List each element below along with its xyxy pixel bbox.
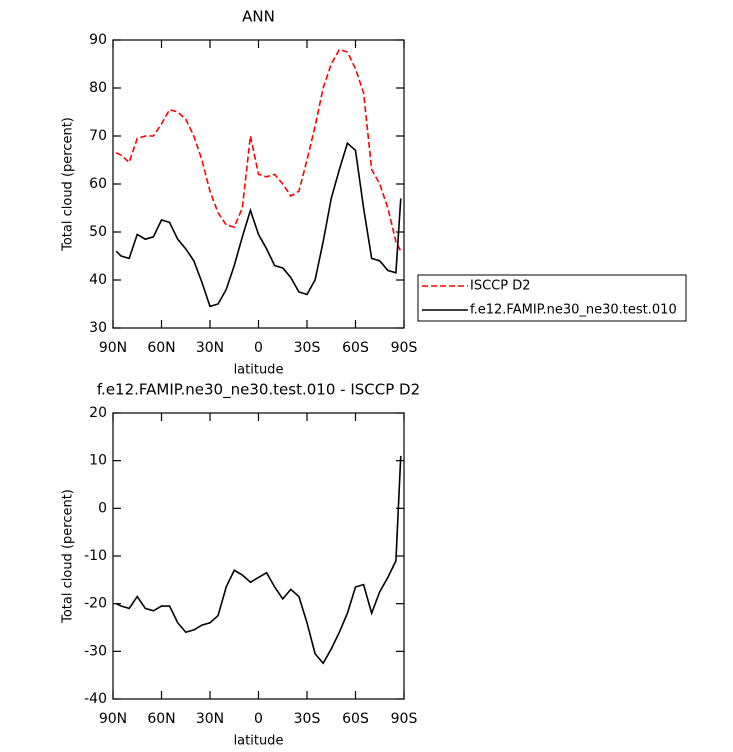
y-tick-label: -20 (84, 596, 107, 612)
plot-frame (112, 39, 405, 329)
y-tick-label: 0 (98, 500, 107, 516)
line-series (115, 141, 402, 308)
y-axis-label: Total cloud (percent) (61, 489, 76, 624)
y-tick-label: 70 (89, 128, 107, 144)
legend-label: ISCCP D2 (470, 279, 531, 294)
line-series (115, 455, 402, 665)
legend-box (417, 274, 687, 322)
y-axis-label: Total cloud (percent) (61, 117, 76, 252)
x-tick-label: 90N (99, 340, 127, 356)
x-axis-label: latitude (234, 734, 284, 749)
y-tick-label: 90 (89, 32, 107, 48)
x-axis-label: latitude (234, 363, 284, 378)
x-tick-label: 30S (294, 711, 321, 727)
y-tick-label: 10 (89, 453, 107, 469)
y-tick-label: -40 (84, 691, 107, 707)
x-tick-label: 60N (147, 711, 175, 727)
chart-title: f.e12.FAMIP.ne30_ne30.test.010 - ISCCP D… (97, 381, 420, 400)
x-tick-label: 90S (391, 340, 418, 356)
x-tick-label: 90N (99, 711, 127, 727)
y-tick-label: 50 (89, 224, 107, 240)
y-tick-label: 20 (89, 405, 107, 421)
chart-title: ANN (242, 8, 275, 26)
x-tick-label: 90S (391, 711, 418, 727)
y-tick-label: 80 (89, 80, 107, 96)
x-tick-label: 60N (147, 340, 175, 356)
y-tick-label: 40 (89, 272, 107, 288)
x-tick-label: 30N (196, 711, 224, 727)
x-tick-label: 30N (196, 340, 224, 356)
y-tick-label: -30 (84, 643, 107, 659)
line-series (115, 48, 402, 252)
x-tick-label: 30S (294, 340, 321, 356)
legend-label: f.e12.FAMIP.ne30_ne30.test.010 (470, 303, 677, 318)
x-tick-label: 60S (342, 711, 369, 727)
y-tick-label: 30 (89, 320, 107, 336)
y-tick-label: -10 (84, 548, 107, 564)
x-tick-label: 60S (342, 340, 369, 356)
x-tick-label: 0 (254, 340, 263, 356)
plot-frame (112, 412, 405, 700)
y-tick-label: 60 (89, 176, 107, 192)
x-tick-label: 0 (254, 711, 263, 727)
